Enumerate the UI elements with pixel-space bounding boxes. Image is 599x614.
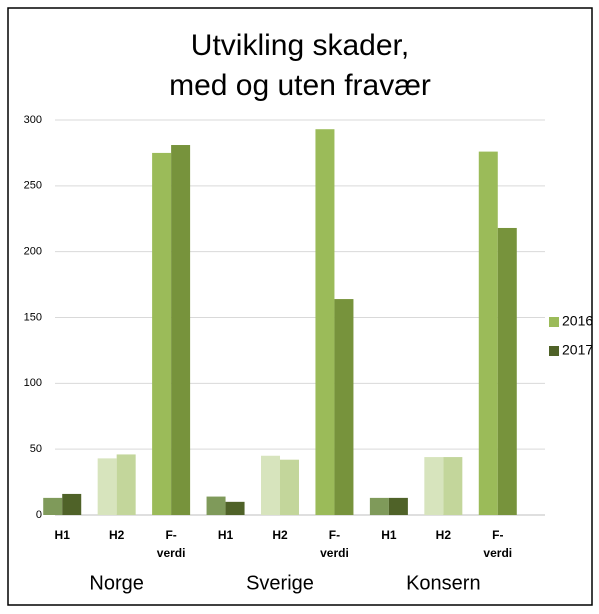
y-tick-label: 200 bbox=[24, 246, 42, 258]
bar bbox=[424, 457, 444, 515]
bar bbox=[315, 129, 335, 515]
group-label: Sverige bbox=[246, 572, 314, 594]
bar bbox=[497, 227, 517, 515]
x-tick-label: H2 bbox=[272, 528, 288, 542]
y-tick-label: 0 bbox=[36, 509, 42, 521]
y-tick-label: 150 bbox=[24, 311, 42, 323]
y-tick-label: 250 bbox=[24, 180, 42, 192]
bar bbox=[388, 497, 408, 515]
bar bbox=[334, 299, 354, 515]
bar bbox=[97, 458, 117, 515]
y-tick-label: 50 bbox=[30, 443, 42, 455]
x-tick-label: H1 bbox=[381, 528, 397, 542]
bar bbox=[152, 152, 172, 515]
bar bbox=[43, 497, 63, 515]
bar bbox=[261, 455, 280, 515]
legend-swatch bbox=[549, 346, 559, 356]
legend-swatch bbox=[549, 317, 559, 327]
x-tick-label: F-verdi bbox=[157, 528, 186, 560]
bar bbox=[62, 493, 82, 515]
y-tick-label: 300 bbox=[24, 114, 42, 126]
bar bbox=[225, 501, 245, 515]
x-tick-label: H1 bbox=[218, 528, 234, 542]
legend-label: 2017 bbox=[562, 342, 593, 358]
group-label: Norge bbox=[89, 572, 143, 594]
bar bbox=[206, 496, 226, 515]
x-tick-label: F-verdi bbox=[483, 528, 512, 560]
bar bbox=[280, 459, 299, 515]
bar bbox=[171, 145, 191, 515]
x-tick-label: H2 bbox=[436, 528, 452, 542]
bar bbox=[478, 151, 498, 515]
chart-title: med og uten fravær bbox=[169, 69, 431, 102]
y-tick-label: 100 bbox=[24, 377, 42, 389]
bar bbox=[369, 497, 389, 515]
x-tick-label: F-verdi bbox=[320, 528, 349, 560]
bar bbox=[443, 457, 463, 515]
x-tick-label: H2 bbox=[109, 528, 125, 542]
chart-title: Utvikling skader, bbox=[191, 29, 409, 62]
bar bbox=[116, 454, 136, 515]
group-label: Konsern bbox=[406, 572, 481, 594]
x-tick-label: H1 bbox=[55, 528, 71, 542]
legend-label: 2016 bbox=[562, 313, 593, 329]
